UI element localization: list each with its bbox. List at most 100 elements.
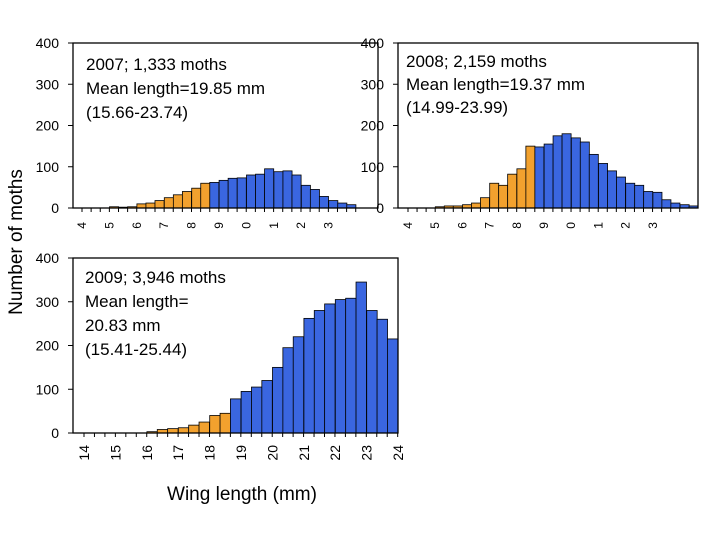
- x-tick-label: 6: [455, 222, 469, 229]
- x-tick-label: 14: [76, 445, 92, 461]
- y-tick-label: 100: [36, 381, 60, 397]
- bar-2008-14: [561, 133, 572, 208]
- bar-2009-7: [219, 412, 231, 433]
- bar-2009-16: [313, 310, 326, 433]
- x-tick-label: 7: [483, 222, 497, 229]
- x-tick-label: 0: [239, 222, 253, 229]
- x-tick-label: 4: [75, 222, 89, 229]
- bar-2007-9: [191, 187, 202, 208]
- bar-2008-8: [507, 173, 518, 208]
- x-tick-label: 7: [157, 222, 171, 229]
- annotation-line: (14.99-23.99): [406, 98, 508, 117]
- bar-2009-5: [198, 421, 210, 433]
- x-tick-label: 2: [619, 222, 633, 229]
- annotation-line: (15.41-25.44): [85, 340, 187, 359]
- bar-2008-16: [579, 141, 590, 208]
- bar-2008-26: [670, 202, 681, 208]
- bar-2009-26: [419, 405, 429, 433]
- y-tick-label: 200: [36, 118, 60, 134]
- bar-2007-23: [318, 196, 329, 208]
- bar-2007-10: [200, 182, 211, 208]
- bar-2008-9: [516, 168, 527, 208]
- y-tick-label: 0: [376, 200, 384, 216]
- y-tick-label: 0: [51, 425, 59, 441]
- x-tick-label: 3: [322, 222, 336, 229]
- bar-2007-17: [264, 168, 275, 208]
- x-tick-label: 16: [139, 445, 155, 461]
- bars: [434, 133, 698, 208]
- y-tick-label: 400: [36, 35, 60, 51]
- bar-2009-8: [230, 398, 242, 433]
- x-tick-label: 9: [537, 222, 551, 229]
- annotation-line: Mean length=: [85, 292, 189, 311]
- x-tick-label: 4: [401, 222, 415, 229]
- bar-2008-11: [534, 146, 545, 208]
- annotation-line: 2008; 2,159 moths: [406, 52, 547, 71]
- bar-2009-4: [188, 424, 200, 433]
- bar-2009-11: [261, 380, 273, 433]
- x-tick-label: 1: [591, 222, 605, 229]
- bar-2008-20: [616, 176, 626, 208]
- bar-2009-13: [282, 347, 294, 433]
- y-tick-label: 400: [361, 35, 385, 51]
- bar-2009-25: [408, 381, 418, 434]
- bar-2009-6: [209, 415, 221, 433]
- bar-2009-20: [355, 281, 367, 433]
- annotation-line: 2007; 1,333 moths: [86, 55, 227, 74]
- bar-2009-19: [345, 297, 357, 433]
- bar-2009-18: [334, 299, 347, 433]
- bars: [109, 168, 357, 208]
- bar-2008-7: [498, 184, 509, 208]
- bar-2009-14: [292, 336, 305, 433]
- bar-2008-25: [661, 199, 672, 208]
- y-axis-title: Number of moths: [6, 169, 27, 315]
- bar-2007-14: [236, 177, 247, 208]
- bar-2007-4: [145, 202, 156, 208]
- bar-2008-21: [625, 182, 636, 208]
- bar-2008-4: [471, 202, 481, 208]
- x-tick-label: 6: [130, 222, 144, 229]
- bar-2007-12: [218, 179, 229, 208]
- bar-2008-24: [652, 191, 663, 208]
- x-tick-label: 8: [185, 222, 199, 229]
- bar-2007-18: [273, 171, 284, 208]
- x-tick-label: 1: [267, 222, 281, 229]
- x-tick-label: 5: [428, 222, 442, 229]
- y-tick-label: 0: [51, 200, 59, 216]
- x-tick-label: 15: [107, 445, 123, 461]
- x-tick-label: 9: [212, 222, 226, 229]
- y-tick-label: 400: [36, 250, 60, 266]
- x-tick-label: 5: [102, 222, 116, 229]
- bar-2007-20: [291, 174, 302, 208]
- y-tick-label: 100: [36, 159, 60, 175]
- x-tick-label: 8: [510, 222, 524, 229]
- bar-2008-5: [480, 197, 490, 208]
- bar-2007-13: [227, 177, 238, 208]
- y-tick-label: 300: [36, 76, 60, 92]
- bar-2007-21: [300, 184, 311, 208]
- y-tick-label: 200: [36, 338, 60, 354]
- y-tick-label: 300: [36, 294, 60, 310]
- bar-2009-9: [240, 391, 252, 433]
- bar-2007-8: [181, 191, 192, 208]
- bar-2009-10: [251, 386, 263, 433]
- bar-2009-17: [324, 303, 336, 433]
- bar-2007-24: [328, 200, 339, 208]
- bar-2007-6: [163, 197, 174, 208]
- bar-2008-15: [570, 137, 581, 208]
- x-axis-title: Wing length (mm): [167, 484, 317, 505]
- bar-2008-28: [688, 205, 698, 208]
- y-tick-label: 300: [361, 76, 385, 92]
- bar-2008-23: [643, 191, 654, 208]
- bar-2009-24: [397, 363, 398, 433]
- bar-2008-18: [598, 163, 608, 208]
- x-tick-label: 23: [359, 445, 375, 461]
- x-tick-label: 0: [564, 222, 578, 229]
- bar-2007-16: [255, 173, 266, 208]
- bar-2007-22: [309, 189, 320, 208]
- x-tick-label: 17: [170, 445, 186, 461]
- bar-2009-23: [387, 338, 398, 433]
- annotation-line: 2009; 3,946 moths: [85, 268, 226, 287]
- x-tick-label: 21: [296, 445, 312, 461]
- bar-2008-10: [525, 145, 536, 208]
